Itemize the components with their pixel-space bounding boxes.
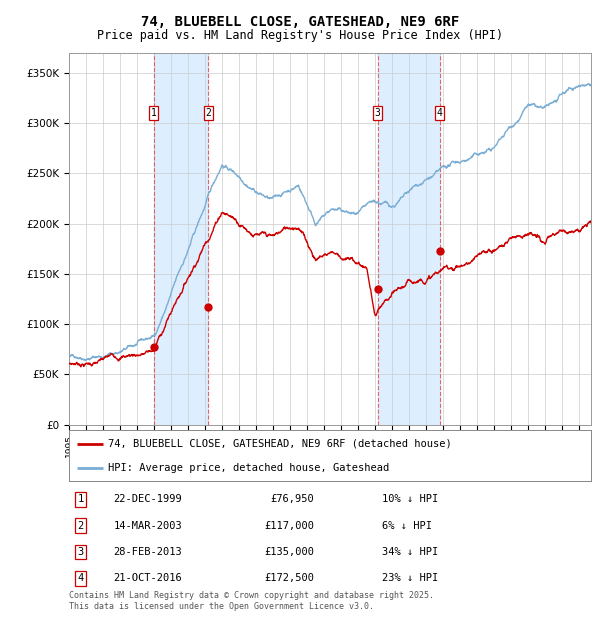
Text: 34% ↓ HPI: 34% ↓ HPI (382, 547, 439, 557)
Text: 1: 1 (151, 108, 157, 118)
Text: 1: 1 (77, 494, 83, 504)
Text: Contains HM Land Registry data © Crown copyright and database right 2025.
This d: Contains HM Land Registry data © Crown c… (69, 591, 434, 611)
Text: 3: 3 (77, 547, 83, 557)
Text: 4: 4 (77, 574, 83, 583)
Bar (378, 53, 440, 425)
Text: 4: 4 (437, 108, 443, 118)
Text: 74, BLUEBELL CLOSE, GATESHEAD, NE9 6RF: 74, BLUEBELL CLOSE, GATESHEAD, NE9 6RF (141, 16, 459, 30)
Text: 6% ↓ HPI: 6% ↓ HPI (382, 521, 432, 531)
Text: 21-OCT-2016: 21-OCT-2016 (113, 574, 182, 583)
Text: £76,950: £76,950 (271, 494, 314, 504)
Text: 23% ↓ HPI: 23% ↓ HPI (382, 574, 439, 583)
Text: 2: 2 (77, 521, 83, 531)
Text: Price paid vs. HM Land Registry's House Price Index (HPI): Price paid vs. HM Land Registry's House … (97, 29, 503, 42)
Text: 10% ↓ HPI: 10% ↓ HPI (382, 494, 439, 504)
Text: HPI: Average price, detached house, Gateshead: HPI: Average price, detached house, Gate… (108, 463, 389, 473)
Text: 3: 3 (375, 108, 381, 118)
Text: £135,000: £135,000 (265, 547, 314, 557)
Text: £172,500: £172,500 (265, 574, 314, 583)
Text: £117,000: £117,000 (265, 521, 314, 531)
Text: 2: 2 (205, 108, 211, 118)
Text: 14-MAR-2003: 14-MAR-2003 (113, 521, 182, 531)
Text: 74, BLUEBELL CLOSE, GATESHEAD, NE9 6RF (detached house): 74, BLUEBELL CLOSE, GATESHEAD, NE9 6RF (… (108, 439, 452, 449)
Text: 22-DEC-1999: 22-DEC-1999 (113, 494, 182, 504)
Bar (154, 53, 208, 425)
Text: 28-FEB-2013: 28-FEB-2013 (113, 547, 182, 557)
